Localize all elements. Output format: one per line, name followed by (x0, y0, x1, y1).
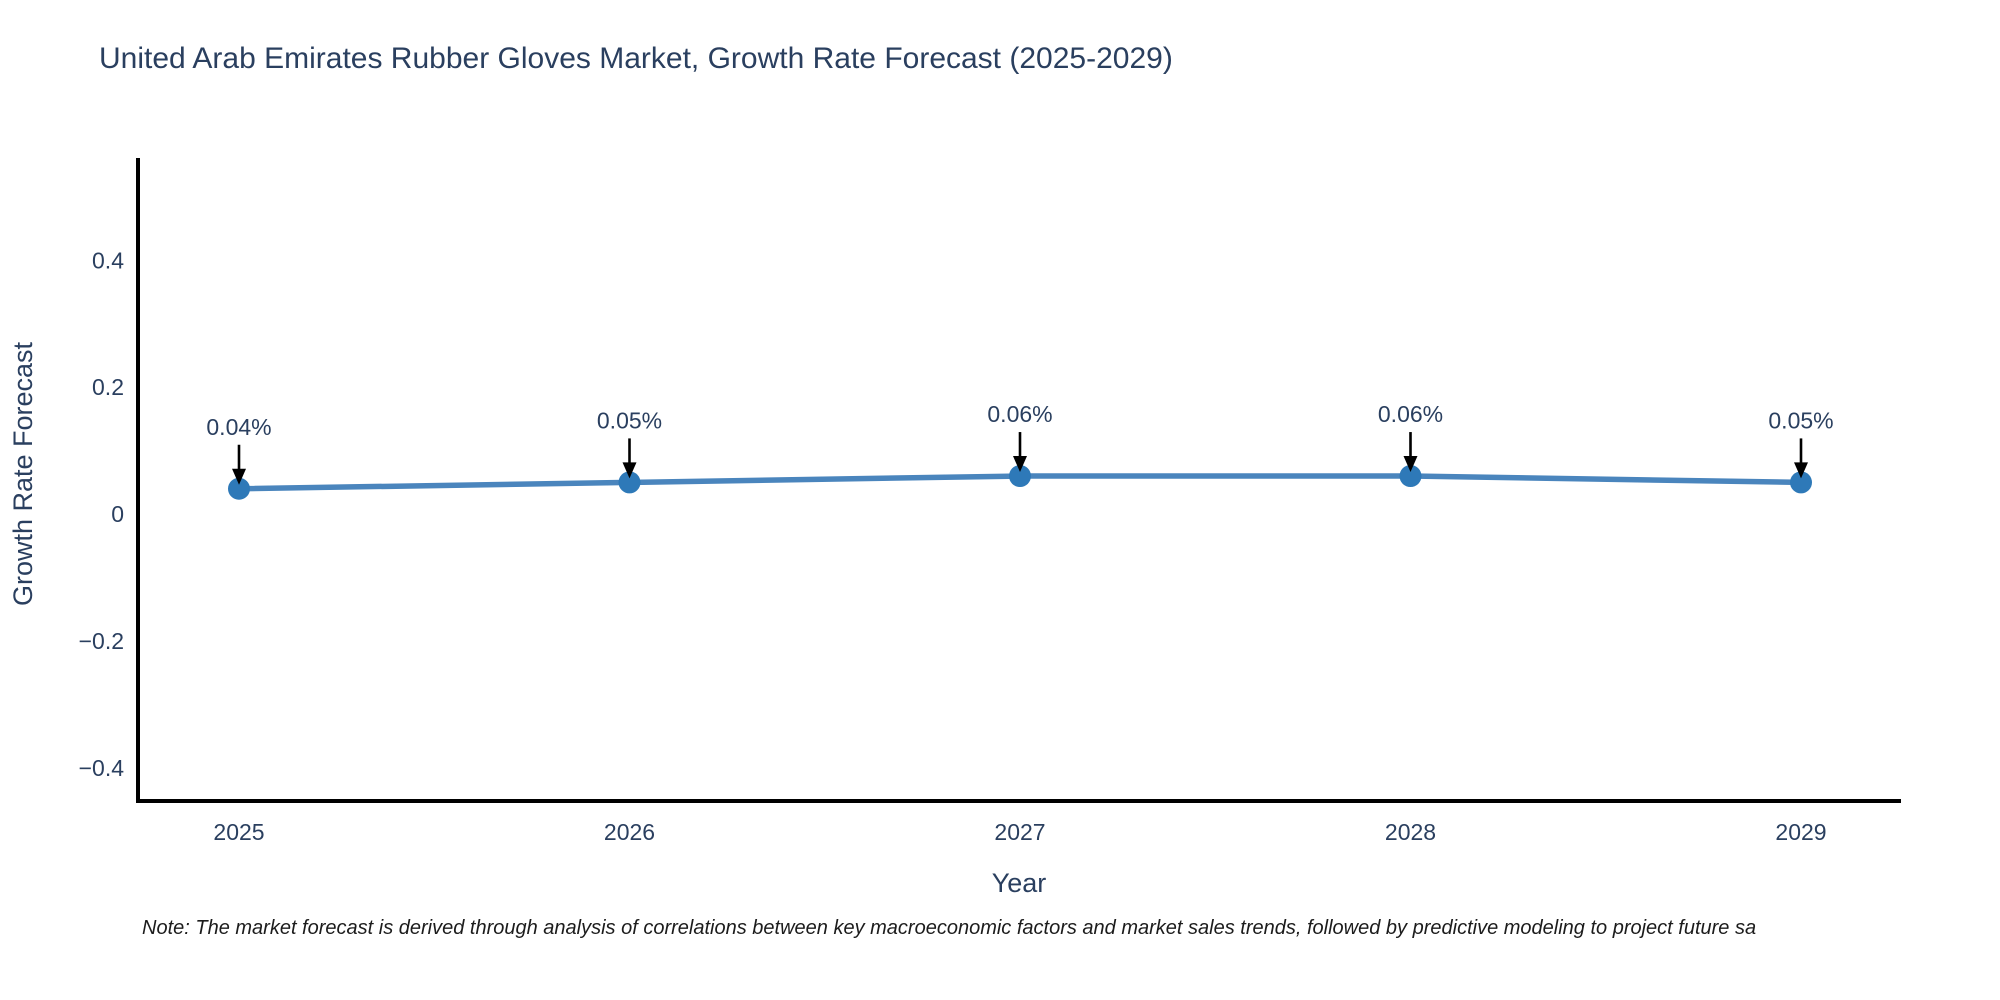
y-tick-label: −0.4 (79, 755, 125, 781)
data-point-marker (228, 477, 250, 500)
y-tick-label: 0.2 (92, 374, 124, 400)
chart-title: United Arab Emirates Rubber Gloves Marke… (99, 42, 1173, 75)
footnote: Note: The market forecast is derived thr… (142, 917, 1757, 939)
x-tick-label: 2025 (213, 819, 264, 845)
annotation-label: 0.06% (1378, 401, 1443, 427)
data-point-marker (1009, 465, 1031, 488)
data-point-marker (618, 471, 641, 494)
y-tick-label: 0 (111, 501, 124, 527)
y-tick-label: −0.2 (79, 628, 124, 654)
x-tick-label: 2026 (604, 819, 655, 845)
data-point-marker (1399, 465, 1422, 488)
y-axis-title: Growth Rate Forecast (8, 341, 38, 606)
annotation-label: 0.04% (206, 414, 271, 440)
annotation-arrowhead (622, 462, 637, 479)
data-point-marker (1790, 471, 1812, 494)
annotation-label: 0.05% (597, 407, 662, 433)
x-tick-label: 2028 (1385, 819, 1436, 845)
x-tick-label: 2029 (1775, 819, 1826, 845)
x-tick-label: 2027 (994, 819, 1045, 845)
annotation-label: 0.06% (987, 401, 1052, 427)
annotation-label: 0.05% (1768, 407, 1833, 433)
annotation-arrowhead (1403, 456, 1418, 473)
y-tick-label: 0.4 (92, 247, 124, 273)
x-axis-title: Year (992, 868, 1047, 898)
annotation-arrowhead (1013, 456, 1027, 473)
annotation-arrowhead (1794, 462, 1808, 479)
annotation-arrowhead (232, 468, 246, 485)
